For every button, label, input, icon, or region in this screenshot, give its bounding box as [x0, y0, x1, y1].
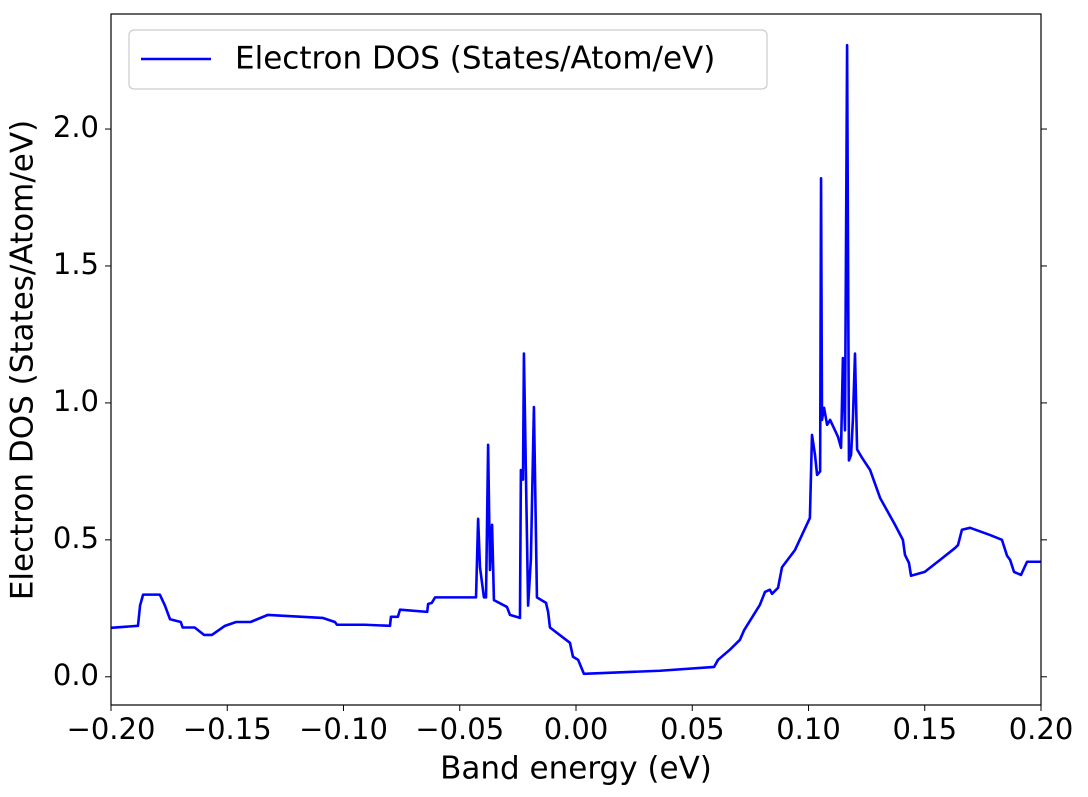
x-axis-label: Band energy (eV): [440, 751, 712, 787]
legend-text: Electron DOS (States/Atom/eV): [235, 41, 715, 77]
x-tick-label: −0.05: [415, 712, 504, 746]
y-tick-label: 2.0: [53, 110, 99, 144]
x-tick-label: 0.00: [544, 712, 609, 746]
x-tick-label: −0.10: [299, 712, 388, 746]
y-tick-label: 1.5: [53, 247, 99, 281]
y-tick-label: 1.0: [53, 384, 99, 418]
y-tick-label: 0.0: [53, 658, 99, 692]
plot-frame: [110, 13, 1042, 706]
x-tick-label: 0.10: [776, 712, 841, 746]
y-axis-label: Electron DOS (States/Atom/eV): [5, 120, 41, 600]
data-line: [111, 43, 1041, 676]
x-tick-label: 0.20: [1009, 712, 1074, 746]
x-tick-label: −0.20: [67, 712, 156, 746]
x-tick-label: 0.05: [660, 712, 725, 746]
legend-box: [128, 29, 768, 90]
x-tick-label: −0.15: [183, 712, 272, 746]
y-tick-label: 0.5: [53, 521, 99, 555]
x-tick-label: 0.15: [892, 712, 957, 746]
